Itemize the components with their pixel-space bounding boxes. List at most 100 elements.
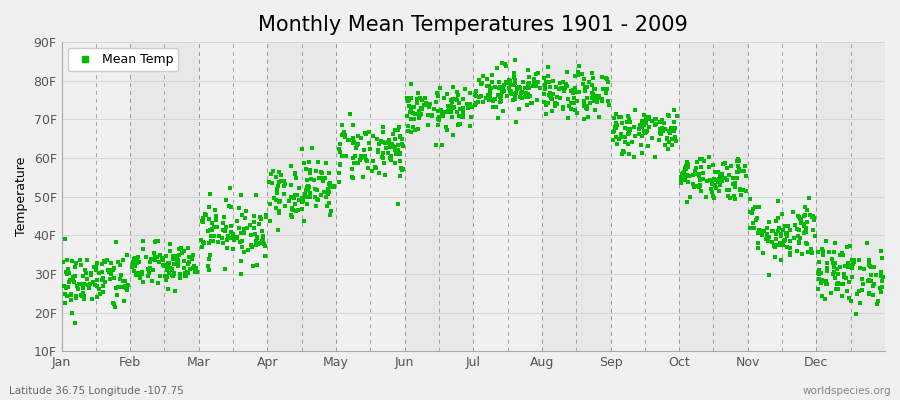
Point (871, 298, 886, 304)
Point (587, 86, 601, 92)
Point (693, 182, 707, 189)
Point (509, 86, 524, 92)
Point (204, 233, 219, 240)
Point (764, 228, 778, 234)
Point (845, 257, 859, 264)
Point (269, 197, 284, 203)
Point (705, 188, 719, 195)
Point (830, 281, 844, 287)
Point (166, 256, 180, 262)
Point (284, 212, 298, 218)
Point (90, 260, 104, 266)
Point (202, 239, 216, 246)
Point (314, 175, 328, 181)
Point (662, 139, 677, 145)
Point (309, 202, 323, 209)
Point (249, 238, 264, 244)
Point (284, 162, 298, 169)
Point (60, 265, 75, 272)
Point (554, 85, 568, 91)
Point (472, 94, 486, 100)
Point (742, 209, 757, 216)
Point (301, 183, 315, 189)
Point (337, 131, 351, 137)
Point (503, 88, 517, 94)
Point (840, 244, 854, 250)
Point (302, 194, 317, 200)
Point (767, 243, 781, 249)
Point (570, 110, 584, 116)
Point (440, 109, 454, 115)
Point (104, 260, 118, 266)
Point (156, 257, 170, 264)
Point (173, 274, 187, 281)
Point (62, 278, 77, 285)
Point (828, 240, 842, 246)
Point (654, 131, 669, 137)
Point (204, 220, 219, 226)
Point (620, 130, 634, 137)
Point (127, 268, 141, 274)
Point (254, 216, 268, 222)
Point (842, 278, 856, 285)
Point (500, 80, 514, 86)
Point (353, 157, 367, 164)
Point (828, 274, 842, 281)
Point (358, 130, 373, 137)
Point (405, 104, 419, 110)
Point (568, 73, 582, 80)
Point (566, 100, 580, 106)
Point (641, 143, 655, 150)
Point (278, 203, 293, 209)
Point (170, 260, 184, 267)
Point (68, 260, 83, 266)
Point (166, 272, 180, 279)
Point (439, 91, 454, 98)
Point (514, 90, 528, 96)
Point (346, 134, 360, 141)
Point (690, 159, 705, 165)
Point (450, 109, 464, 115)
Point (696, 170, 710, 176)
Point (92, 286, 106, 292)
Point (648, 116, 662, 122)
Point (428, 142, 443, 148)
Point (446, 96, 460, 102)
Point (382, 144, 397, 150)
Point (503, 90, 517, 96)
Point (362, 140, 376, 146)
Point (483, 84, 498, 91)
Point (728, 196, 742, 202)
Point (232, 225, 247, 231)
Point (508, 77, 522, 84)
Point (216, 227, 230, 233)
Point (322, 180, 337, 187)
Point (567, 107, 581, 114)
Point (322, 180, 337, 186)
Point (331, 178, 346, 185)
Point (622, 129, 636, 135)
Point (552, 86, 566, 92)
Point (864, 264, 878, 270)
Point (202, 204, 216, 210)
Point (314, 170, 328, 176)
Point (250, 262, 265, 268)
Point (874, 248, 888, 254)
Point (153, 252, 167, 258)
Point (847, 258, 861, 265)
Point (765, 239, 779, 246)
Point (359, 156, 374, 163)
Point (358, 153, 373, 159)
Point (714, 171, 728, 177)
Point (489, 104, 503, 110)
Point (616, 149, 631, 155)
Point (179, 268, 194, 275)
Point (263, 218, 277, 224)
Point (633, 122, 647, 128)
Point (759, 235, 773, 242)
Point (706, 177, 721, 183)
Point (376, 139, 391, 145)
Point (794, 220, 808, 226)
Point (553, 94, 567, 101)
Point (599, 75, 614, 82)
